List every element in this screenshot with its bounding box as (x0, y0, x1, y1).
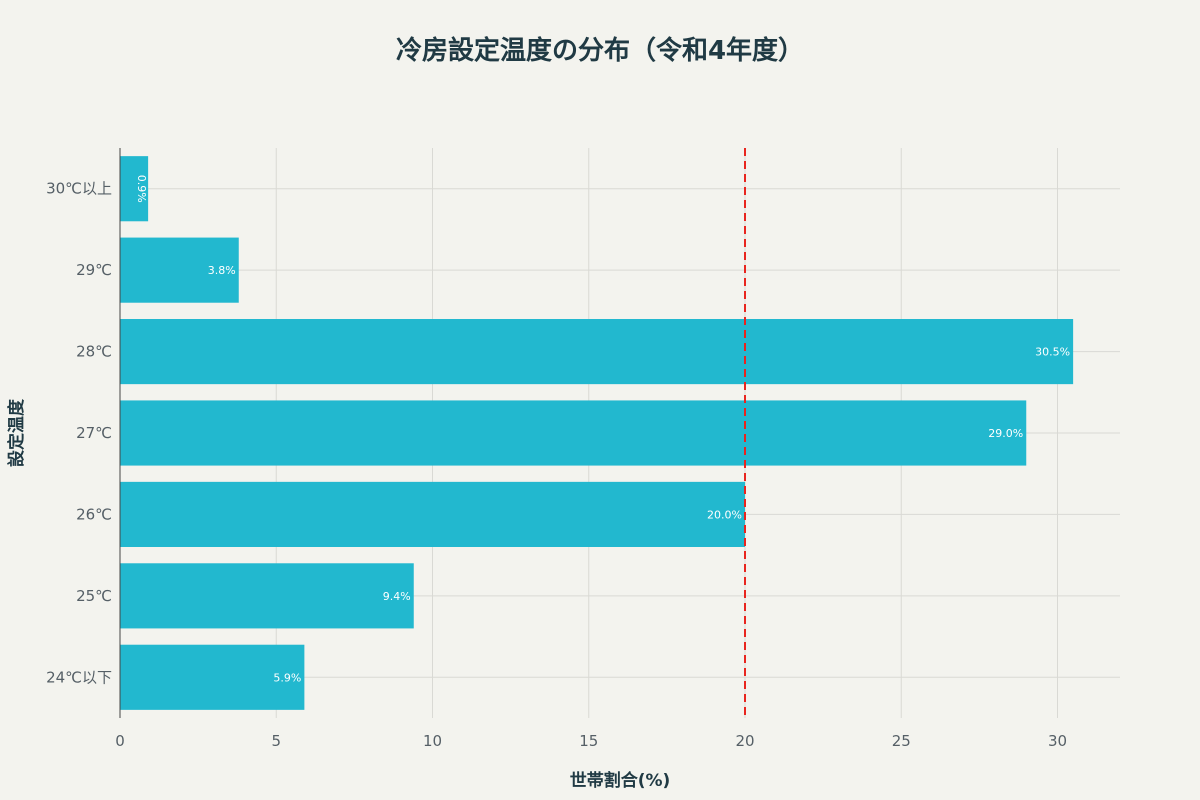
bar (120, 156, 149, 222)
bar-layer: 0.9% 3.8% 30.5% 29.0% 20.0% 9.4% 5.9% (120, 156, 1074, 710)
bar-data-label: 29.0% (988, 427, 1023, 440)
x-tick-label: 25 (892, 732, 911, 750)
y-axis-title: 設定温度 (6, 398, 27, 467)
x-tick-label: 20 (735, 732, 754, 750)
x-tick-label: 0 (115, 732, 125, 750)
bar-data-label: 0.9% (135, 175, 148, 203)
y-tick-label: 26℃ (76, 505, 112, 523)
chart-title: 冷房設定温度の分布（令和4年度） (395, 36, 805, 66)
bar (120, 481, 745, 547)
bar (120, 644, 305, 710)
bar-data-label: 5.9% (273, 671, 301, 684)
bar (120, 319, 1074, 385)
bar-data-label: 9.4% (383, 590, 411, 603)
x-axis-title: 世帯割合(%) (570, 770, 671, 791)
y-tick-label: 28℃ (76, 343, 112, 361)
y-tick-label: 27℃ (76, 424, 112, 442)
bar (120, 563, 414, 629)
bar (120, 237, 239, 303)
y-tick-label: 25℃ (76, 587, 112, 605)
x-tick-label: 30 (1048, 732, 1067, 750)
x-tick-label: 10 (423, 732, 442, 750)
bar (120, 400, 1027, 466)
bar-data-label: 20.0% (707, 508, 742, 521)
x-tick-label: 15 (579, 732, 598, 750)
bar-data-label: 3.8% (208, 264, 236, 277)
axis-layer: 0 5 10 15 20 25 30 30℃以上 29℃ 28℃ 27℃ 26℃ 25℃ 24℃以下 (46, 148, 1067, 750)
y-tick-label: 24℃以下 (46, 668, 112, 686)
y-tick-label: 30℃以上 (46, 180, 112, 198)
bar-data-label: 30.5% (1035, 346, 1070, 359)
y-tick-label: 29℃ (76, 261, 112, 279)
x-tick-label: 5 (271, 732, 281, 750)
